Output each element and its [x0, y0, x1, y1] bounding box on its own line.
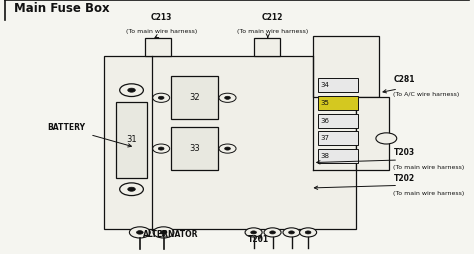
Circle shape: [119, 84, 143, 97]
Text: T203: T203: [393, 149, 415, 157]
Circle shape: [264, 228, 281, 237]
Bar: [318, 78, 358, 92]
Text: (To A/C wire harness): (To A/C wire harness): [393, 91, 460, 97]
Text: 32: 32: [189, 93, 200, 102]
Circle shape: [251, 231, 256, 234]
Bar: [145, 38, 171, 56]
Text: C281: C281: [393, 75, 415, 84]
Bar: [318, 96, 358, 110]
Text: 34: 34: [320, 82, 329, 88]
Bar: [104, 56, 356, 229]
Bar: [254, 38, 280, 56]
Text: 36: 36: [320, 118, 329, 124]
Bar: [171, 76, 218, 119]
Text: (To main wire harness): (To main wire harness): [393, 165, 465, 170]
Circle shape: [300, 228, 317, 237]
Circle shape: [119, 183, 143, 196]
Circle shape: [219, 93, 236, 102]
Circle shape: [153, 227, 174, 238]
Circle shape: [137, 231, 143, 234]
Text: Main Fuse Box: Main Fuse Box: [14, 2, 110, 15]
Circle shape: [225, 147, 230, 150]
Text: 33: 33: [189, 144, 200, 153]
Bar: [356, 97, 389, 170]
Text: T202: T202: [393, 174, 415, 183]
Bar: [318, 149, 358, 163]
Circle shape: [376, 133, 397, 144]
Text: ALTERNATOR: ALTERNATOR: [143, 230, 199, 239]
Circle shape: [153, 93, 170, 102]
Bar: [171, 127, 218, 170]
Text: (To main wire harness): (To main wire harness): [393, 190, 465, 196]
Text: (To main wire harness): (To main wire harness): [126, 29, 197, 34]
Circle shape: [305, 231, 311, 234]
Text: (To main wire harness): (To main wire harness): [237, 29, 308, 34]
Text: 35: 35: [320, 100, 329, 106]
Text: T201: T201: [248, 235, 269, 244]
Text: C212: C212: [262, 13, 283, 22]
Circle shape: [158, 147, 164, 150]
Circle shape: [128, 187, 136, 191]
Circle shape: [270, 231, 275, 234]
Text: 31: 31: [126, 135, 137, 144]
Circle shape: [129, 227, 150, 238]
Bar: [116, 102, 147, 178]
Text: C213: C213: [150, 13, 172, 22]
Bar: [318, 114, 358, 128]
Bar: [313, 36, 379, 97]
Circle shape: [128, 88, 136, 92]
Circle shape: [153, 144, 170, 153]
Circle shape: [245, 228, 262, 237]
Text: 38: 38: [320, 153, 329, 159]
Circle shape: [158, 96, 164, 99]
Bar: [318, 132, 358, 145]
Circle shape: [219, 144, 236, 153]
Circle shape: [160, 231, 167, 234]
Circle shape: [283, 228, 300, 237]
Circle shape: [225, 96, 230, 99]
Circle shape: [289, 231, 294, 234]
Text: BATTERY: BATTERY: [47, 122, 85, 132]
Text: 37: 37: [320, 135, 329, 141]
